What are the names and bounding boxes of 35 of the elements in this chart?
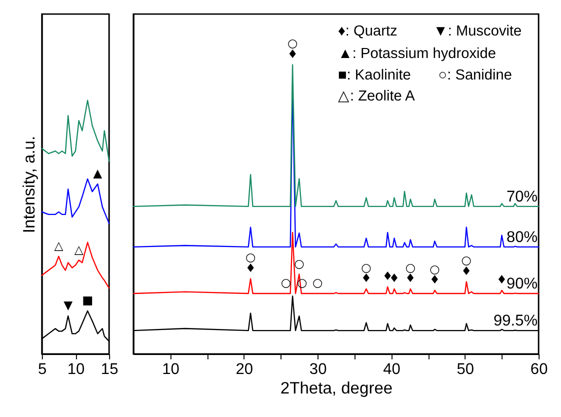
annotation: ○: Sanidine	[438, 67, 512, 84]
annotation: ○	[245, 250, 256, 264]
annotation: △	[54, 238, 64, 252]
annotation: ○	[405, 260, 416, 274]
x-tick-label: 50	[456, 360, 474, 378]
x-tick-label: 20	[236, 360, 254, 378]
x-tick-label: 10	[162, 360, 180, 378]
annotation: ○	[287, 36, 298, 50]
annotation: ■	[82, 293, 94, 308]
annotation: ○	[361, 260, 372, 274]
x-tick-label: 15	[100, 360, 119, 378]
annotation: △: Zeolite A	[338, 88, 416, 105]
annotation: ○	[312, 276, 323, 290]
x-tick-label: 5	[38, 360, 48, 378]
series-label: 70%	[506, 188, 538, 206]
x-axis-title: 2Theta, degree	[280, 378, 393, 398]
annotation: △	[74, 242, 84, 256]
annotation: ♦	[496, 272, 507, 287]
annotation: ○	[430, 262, 440, 276]
annotation: ○	[461, 253, 472, 268]
annotation: ▼	[64, 298, 73, 312]
series-label: 99.5%	[493, 312, 538, 330]
x-tick-label: 40	[383, 360, 401, 378]
annotation: ■: Kaolinite	[338, 67, 411, 84]
text: ▲: Potassium hydroxide	[338, 46, 496, 62]
annotation: ▲	[93, 166, 102, 180]
x-tick-label: 10	[67, 360, 85, 378]
text: ▼: Muscovite	[433, 23, 522, 40]
annotation: ○	[294, 256, 304, 270]
series-label: 80%	[506, 229, 538, 246]
text: ♦: Quartz	[338, 23, 398, 40]
x-tick-label: 30	[309, 360, 328, 378]
x-tick-label: 60	[530, 360, 548, 378]
series-label: 90%	[506, 276, 538, 293]
y-axis-title: Intensity, a.u.	[20, 136, 39, 234]
